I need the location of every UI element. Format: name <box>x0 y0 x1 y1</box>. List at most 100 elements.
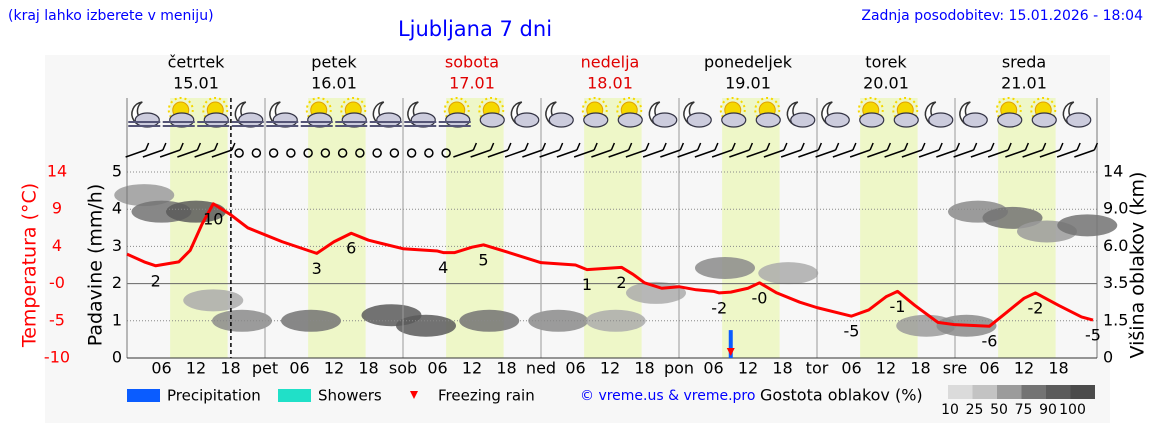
x-tick-label: 06 <box>151 359 171 378</box>
wind-barb <box>522 142 547 158</box>
temp-axis-title: Temperatura (°C) <box>19 183 41 348</box>
cloud-legend-title: Gostota oblakov (%) <box>760 386 923 405</box>
weather-icon <box>892 97 919 128</box>
x-tick-label: 06 <box>703 359 723 378</box>
cloud-icon <box>1066 112 1092 128</box>
cloud-icon <box>928 112 954 128</box>
x-tick-label: 06 <box>289 359 309 378</box>
wind-barb <box>504 142 529 158</box>
y-axis-title: Padavine (mm/h) <box>85 184 107 347</box>
x-tick-label: 12 <box>462 359 482 378</box>
wind-calm <box>303 148 313 158</box>
day-date: 18.01 <box>587 74 633 93</box>
wind-barb <box>953 142 978 158</box>
cloud-icon <box>652 112 678 128</box>
temp-label: 1 <box>582 275 592 294</box>
x-tick-label: 12 <box>600 359 620 378</box>
wind-barb <box>194 142 219 158</box>
x-tick-label: 18 <box>634 359 654 378</box>
y2-tick-label: 0 <box>1103 348 1113 367</box>
cloud-blob <box>459 309 520 332</box>
weather-icon <box>648 101 678 128</box>
sun-rays <box>1030 97 1057 123</box>
cloud-icon <box>755 112 781 128</box>
sun-rays <box>754 97 781 123</box>
cloud-icon <box>859 112 885 128</box>
cloud-icon <box>410 112 436 128</box>
legend-label: Showers <box>318 387 382 405</box>
title: Ljubljana 7 dni <box>398 17 552 41</box>
temp-tick-label: -5 <box>49 310 65 329</box>
cloud-icon <box>272 112 298 128</box>
x-tick-label: 06 <box>979 359 999 378</box>
cloud-icon <box>617 112 643 128</box>
cloud-icon <box>721 112 747 128</box>
wind-barb <box>125 142 150 158</box>
weather-icon <box>959 101 988 128</box>
temp-label: 3 <box>312 259 322 278</box>
x-tick-label: 06 <box>565 359 585 378</box>
cloud-legend-label: 50 <box>990 402 1008 418</box>
wind-barb <box>177 142 202 158</box>
cloud-legend-swatch <box>997 385 1022 399</box>
day-name: torek <box>865 53 907 72</box>
cloud-icon <box>307 112 333 128</box>
weather-icon <box>404 101 437 128</box>
wind-barb <box>746 142 771 158</box>
weather-icon <box>478 97 505 128</box>
legend-label: Freezing rain <box>438 387 535 405</box>
cloud-legend-swatch <box>948 385 973 399</box>
temp-label: 4 <box>438 258 448 277</box>
cloud-icon <box>341 112 367 128</box>
cloud-icon <box>238 112 264 128</box>
day-date: 15.01 <box>173 74 219 93</box>
updated: Zadnja posodobitev: 15.01.2026 - 18:04 <box>861 8 1143 24</box>
day-name: sreda <box>1002 53 1046 72</box>
wind-barb <box>625 142 650 158</box>
temp-label: 2 <box>616 273 626 292</box>
wind-barb <box>970 142 995 158</box>
sun-rays <box>167 97 194 123</box>
weather-icon <box>924 101 954 128</box>
hint: (kraj lahko izberete v meniju) <box>8 8 214 24</box>
precip-bar <box>728 330 733 358</box>
header-bg <box>0 0 1152 55</box>
x-tick-label: 12 <box>738 359 758 378</box>
wind-barb <box>211 142 236 158</box>
x-tick-label: sob <box>389 359 417 378</box>
cloud-icon <box>445 112 471 128</box>
temp-label: 2 <box>151 271 161 290</box>
cloud-blob <box>585 309 646 332</box>
wind-calm <box>286 148 296 158</box>
daylight-band <box>722 98 780 358</box>
wind-calm <box>337 148 348 158</box>
weather-icon <box>369 101 402 128</box>
wind-barb <box>815 142 840 158</box>
temp-tick-label: -0 <box>49 273 65 292</box>
wind-barb <box>936 142 961 158</box>
cloud-icon <box>893 112 919 128</box>
weather-icon <box>719 97 747 128</box>
cloud-icon <box>548 112 574 128</box>
temp-tick-label: 9 <box>52 199 62 218</box>
y-tick-label: 3 <box>112 236 122 255</box>
wind-barb <box>867 142 892 158</box>
weather-icon <box>162 97 195 128</box>
y-tick-label: 2 <box>112 273 122 292</box>
y-tick-label: 5 <box>112 162 122 181</box>
cloud-legend-label: 75 <box>1015 402 1033 418</box>
wind-barb <box>142 142 167 158</box>
wind-barb <box>1039 142 1064 158</box>
cloud-legend-label: 100 <box>1059 402 1086 418</box>
legend-swatch <box>127 389 160 402</box>
cloud-icon <box>1031 112 1057 128</box>
cloud-icon <box>203 112 229 128</box>
cloud-icon <box>686 112 712 128</box>
y2-axis-title: Višina oblakov (km) <box>1127 172 1149 359</box>
wind-barb <box>798 142 823 158</box>
weather-icon <box>616 97 643 128</box>
cloud-blob <box>183 289 244 312</box>
y2-tick-label: 1.5 <box>1103 310 1128 329</box>
y2-tick-label: 14 <box>1103 162 1123 181</box>
